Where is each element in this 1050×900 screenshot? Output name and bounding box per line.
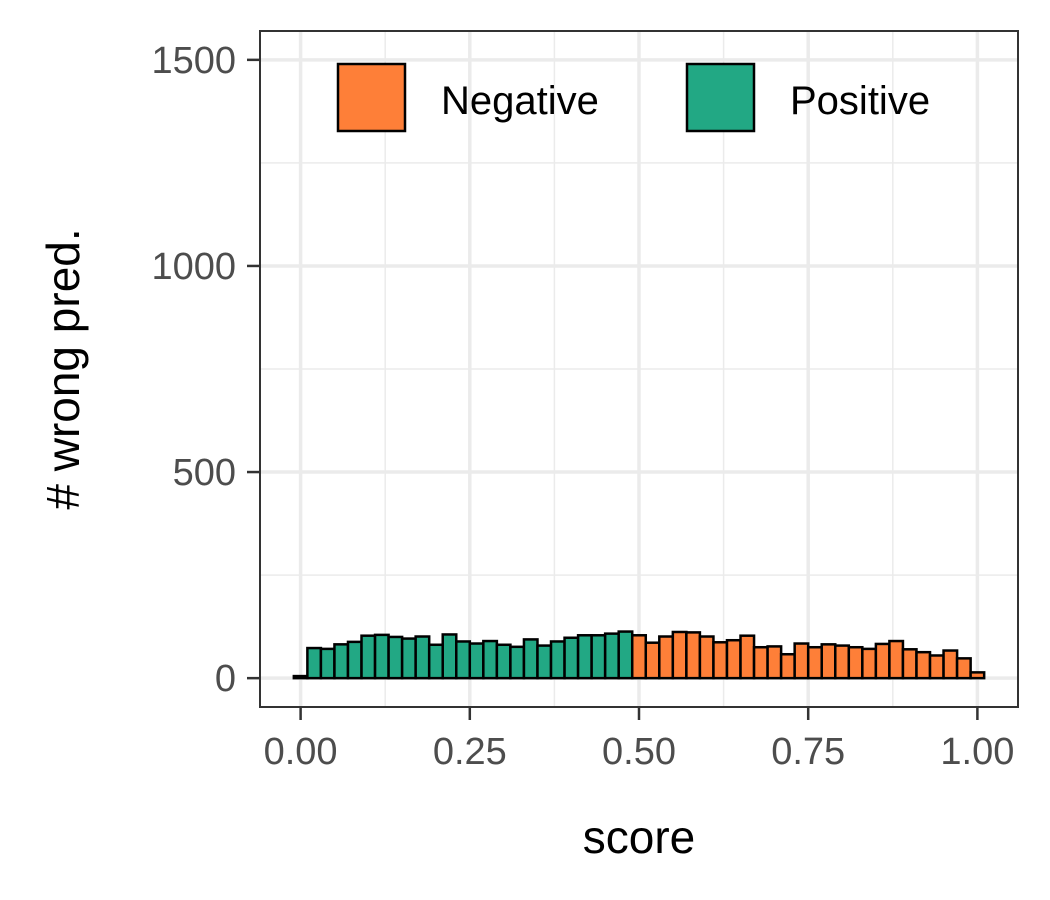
x-axis-title: score bbox=[583, 811, 695, 863]
major-gridlines bbox=[260, 31, 1018, 707]
bar-positive bbox=[306, 646, 323, 680]
bar-positive bbox=[333, 643, 350, 680]
bar-negative bbox=[969, 671, 986, 680]
bar-positive bbox=[590, 634, 607, 680]
bar-positive bbox=[482, 639, 499, 680]
x-tick-label: 0.50 bbox=[602, 731, 676, 773]
bar-positive bbox=[400, 637, 417, 680]
bar-positive bbox=[563, 636, 580, 680]
legend-key-negative bbox=[336, 62, 407, 133]
bar-positive bbox=[549, 640, 566, 680]
bar-positive bbox=[319, 647, 336, 680]
y-tick-label: 1000 bbox=[151, 246, 236, 288]
bar-negative bbox=[928, 654, 945, 680]
bar-negative bbox=[834, 644, 851, 680]
bar-positive bbox=[427, 643, 444, 680]
bar-negative bbox=[820, 643, 837, 680]
bar-negative bbox=[955, 657, 972, 680]
bar-positive bbox=[387, 635, 404, 680]
bar-negative bbox=[644, 641, 661, 680]
bar-positive bbox=[617, 630, 634, 680]
bar-negative bbox=[671, 630, 688, 680]
bar-positive bbox=[603, 632, 620, 680]
y-axis: 0 500 1000 1500 bbox=[151, 40, 260, 700]
x-tick-label: 0.00 bbox=[264, 731, 338, 773]
bar-negative bbox=[630, 634, 648, 680]
y-tick-label: 0 bbox=[215, 658, 236, 700]
bar-positive bbox=[292, 674, 309, 680]
bar-negative bbox=[806, 645, 823, 680]
bar-negative bbox=[658, 635, 675, 680]
bar-positive bbox=[346, 640, 363, 680]
bar-positive bbox=[441, 633, 458, 680]
bar-positive bbox=[495, 643, 512, 680]
bar-positive bbox=[522, 638, 539, 680]
bar-negative bbox=[793, 642, 810, 680]
x-tick-label: 1.00 bbox=[940, 731, 1014, 773]
x-tick-label: 0.25 bbox=[433, 731, 507, 773]
bar-negative bbox=[874, 642, 891, 680]
bar-negative bbox=[739, 634, 756, 680]
bar-positive bbox=[455, 640, 472, 680]
bar-negative bbox=[698, 635, 715, 680]
bar-negative bbox=[942, 649, 959, 680]
legend-key-positive bbox=[685, 62, 756, 133]
y-axis-title: # wrong pred. bbox=[37, 228, 89, 509]
bar-negative bbox=[888, 639, 905, 680]
bar-negative bbox=[712, 641, 729, 680]
bar-negative bbox=[861, 647, 878, 680]
bar-negative bbox=[779, 652, 796, 680]
bar-positive bbox=[373, 633, 390, 680]
legend: Negative Positive bbox=[336, 62, 930, 133]
bar-negative bbox=[915, 650, 932, 680]
x-axis: 0.00 0.25 0.50 0.75 1.00 bbox=[264, 707, 1014, 773]
bar-positive bbox=[360, 634, 377, 680]
bar-positive bbox=[468, 642, 485, 680]
bar-negative bbox=[752, 645, 769, 680]
bar-negative bbox=[901, 648, 918, 680]
histogram-bars bbox=[292, 630, 986, 680]
x-tick-label: 0.75 bbox=[771, 731, 845, 773]
bar-positive bbox=[576, 634, 593, 680]
bar-positive bbox=[414, 635, 431, 680]
bar-positive bbox=[536, 644, 553, 680]
y-tick-label: 500 bbox=[173, 452, 236, 494]
legend-label-negative: Negative bbox=[441, 79, 599, 123]
bar-negative bbox=[766, 645, 783, 680]
bar-positive bbox=[509, 645, 526, 680]
bar-negative bbox=[685, 631, 702, 680]
bar-negative bbox=[725, 638, 742, 680]
y-tick-label: 1500 bbox=[151, 40, 236, 82]
legend-label-positive: Positive bbox=[790, 79, 930, 123]
bar-negative bbox=[847, 645, 864, 680]
